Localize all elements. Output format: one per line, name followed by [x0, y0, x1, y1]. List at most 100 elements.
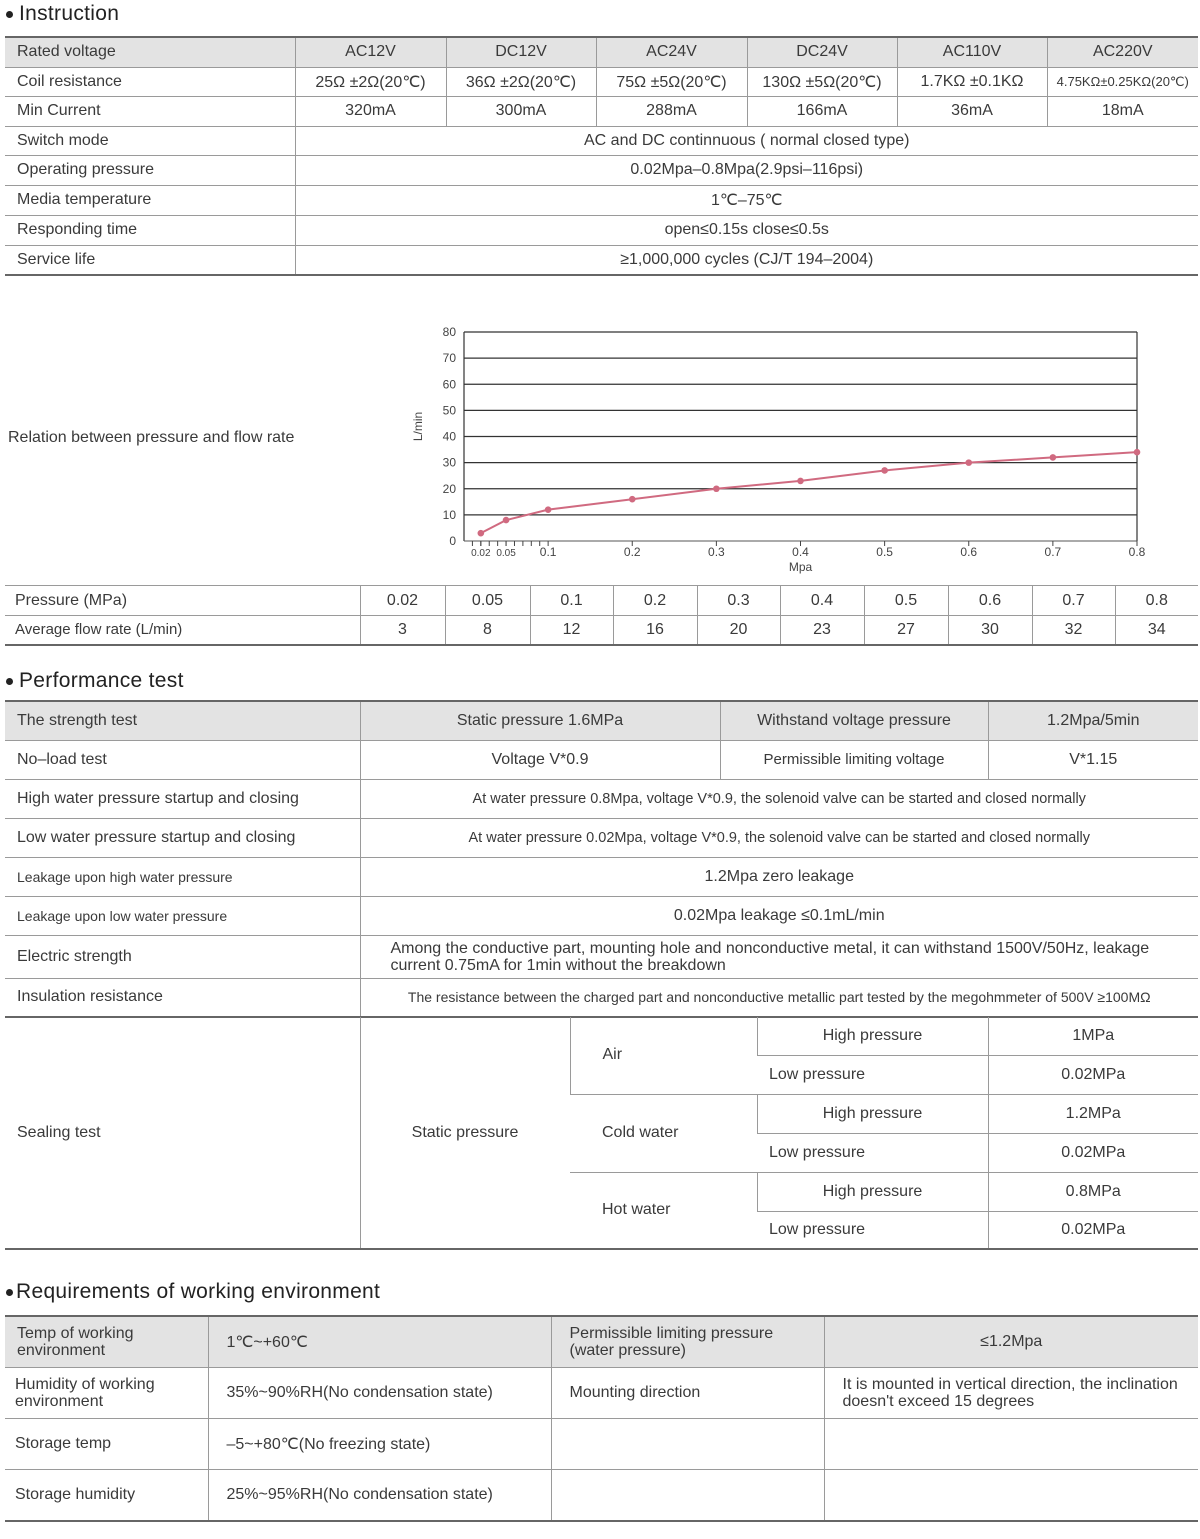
row-label: No–load test	[5, 740, 360, 780]
low-pressure-value: 0.02MPa	[987, 1055, 1198, 1095]
data-point	[797, 477, 804, 485]
medium-air: Air	[569, 1017, 757, 1095]
flow-cell: 34	[1114, 615, 1198, 646]
table-row: Operating pressure 0.02Mpa–0.8Mpa(2.9psi–…	[5, 155, 1198, 186]
y-tick-label: 10	[443, 508, 457, 522]
voltage-cell: AC24V	[595, 37, 747, 68]
high-pressure-value: 0.8MPa	[987, 1172, 1198, 1212]
voltage-cell: DC12V	[445, 37, 596, 68]
current-cell: 36mA	[896, 96, 1047, 127]
flow-cell: 8	[444, 615, 530, 646]
row-label: High water pressure startup and closing	[5, 779, 360, 819]
row-label: Pressure (MPa)	[5, 585, 360, 616]
row-value-2: ≤1.2Mpa	[823, 1316, 1198, 1368]
current-cell: 300mA	[445, 96, 596, 127]
section-title-environment: Requirements of working environment	[6, 1280, 380, 1304]
data-point	[1133, 448, 1141, 456]
pressure-cell: 0.6	[947, 585, 1032, 616]
flow-cell: 27	[863, 615, 948, 646]
row-label: Switch mode	[5, 126, 295, 156]
data-point	[628, 495, 636, 503]
sealing-row: Hot water High pressure 0.8MPa	[5, 1172, 1198, 1250]
table-row: Responding time open≤0.15s close≤0.5s	[5, 215, 1198, 246]
row-value-2	[823, 1469, 1198, 1522]
table-row: Storage temp –5~+80℃(No freezing state)	[5, 1418, 1198, 1470]
row-value: 25%~95%RH(No condensation state)	[207, 1469, 551, 1522]
row-value: 0.02Mpa leakage ≤0.1mL/min	[359, 896, 1198, 936]
table-row: Electric strength Among the conductive pa…	[5, 935, 1198, 979]
row-value: open≤0.15s close≤0.5s	[294, 215, 1198, 246]
pressure-cell: 0.5	[863, 585, 948, 616]
row-value: The resistance between the charged part …	[359, 978, 1198, 1018]
flow-cell: 30	[947, 615, 1032, 646]
high-pressure-label: High pressure	[756, 1094, 988, 1134]
current-cell: 166mA	[746, 96, 897, 127]
sealing-row: Low pressure 0.02MPa	[5, 1055, 1198, 1095]
table-row: Media temperature 1℃–75℃	[5, 185, 1198, 216]
flow-row: Average flow rate (L/min) 3 8 12 16 20 2…	[5, 615, 1198, 646]
row-label: Leakage upon high water pressure	[5, 857, 360, 897]
table-row: High water pressure startup and closing A…	[5, 779, 1198, 819]
y-axis-label: L/min	[411, 412, 425, 441]
row-label: Electric strength	[5, 935, 360, 979]
y-tick-label: 20	[443, 482, 457, 496]
pressure-cell: 0.2	[612, 585, 697, 616]
sealing-label: Sealing test	[5, 1017, 360, 1250]
data-point	[544, 506, 552, 513]
x-tick-label: 0.02	[471, 548, 491, 559]
sealing-row: Low pressure 0.02MPa	[5, 1133, 1198, 1173]
y-tick-label: 50	[443, 403, 457, 417]
bullet-icon	[6, 10, 13, 18]
pressure-cell: 0.3	[696, 585, 780, 616]
row-label: Temp of working environment	[5, 1316, 208, 1368]
x-tick-label: 0.05	[496, 548, 516, 559]
table-row: Insulation resistance The resistance betw…	[5, 978, 1198, 1018]
row-value-2	[823, 1418, 1198, 1470]
data-point	[502, 516, 510, 524]
y-tick-label: 40	[443, 430, 457, 444]
row-label: Leakage upon low water pressure	[5, 896, 360, 936]
coil-resistance-row: Coil resistance 25Ω ±2Ω(20℃) 36Ω ±2Ω(20℃…	[5, 67, 1198, 97]
medium-cold-water: Cold water	[570, 1094, 757, 1173]
flow-cell: 32	[1031, 615, 1115, 646]
row-label: The strength test	[5, 701, 360, 741]
coil-cell: 4.75KΩ±0.25KΩ(20℃)	[1046, 67, 1198, 97]
row-value: At water pressure 0.02Mpa, voltage V*0.9…	[359, 818, 1198, 858]
row-value: 1℃~+60℃	[207, 1316, 551, 1368]
current-cell: 288mA	[595, 96, 747, 127]
row-value-2: V*1.15	[987, 740, 1198, 780]
row-value: 35%~90%RH(No condensation state)	[207, 1367, 551, 1419]
x-tick-label: 0.6	[960, 545, 977, 559]
data-point	[881, 467, 888, 474]
table-row: Switch mode AC and DC continnuous ( norma…	[5, 126, 1198, 156]
current-cell: 18mA	[1046, 96, 1198, 127]
flow-cell: 20	[696, 615, 780, 646]
table-row: Low water pressure startup and closing At…	[5, 818, 1198, 858]
x-tick-label: 0.5	[876, 545, 893, 559]
current-cell: 320mA	[294, 96, 446, 127]
high-pressure-label: High pressure	[756, 1017, 988, 1056]
medium-hot-water: Hot water	[570, 1172, 757, 1250]
strength-test-row: The strength test Static pressure 1.6MPa…	[5, 701, 1198, 741]
row-value-2: It is mounted in vertical direction, the…	[823, 1367, 1198, 1419]
pressure-row: Pressure (MPa) 0.02 0.05 0.1 0.2 0.3 0.4…	[5, 585, 1198, 616]
voltage-cell: AC12V	[294, 37, 446, 68]
row-label-2: Permissible limiting pressure (water pre…	[550, 1316, 824, 1368]
performance-table: The strength test Static pressure 1.6MPa…	[5, 700, 1198, 1018]
row-label: Humidity of working environment	[5, 1367, 208, 1419]
section-title-instruction: Instruction	[6, 2, 119, 26]
voltage-cell: DC24V	[746, 37, 897, 68]
x-axis-label: Mpa	[789, 560, 813, 574]
voltage-cell: AC220V	[1046, 37, 1198, 68]
row-value: AC and DC continnuous ( normal closed ty…	[294, 126, 1198, 156]
flow-cell: 23	[779, 615, 864, 646]
row-label-2	[550, 1418, 824, 1470]
bullet-icon	[6, 677, 13, 685]
coil-cell: 130Ω ±5Ω(20℃)	[746, 67, 897, 97]
pressure-cell: 0.1	[529, 585, 613, 616]
sealing-type: Static pressure	[359, 1017, 570, 1250]
row-value: 1.2Mpa zero leakage	[359, 857, 1198, 897]
row-label: Responding time	[5, 215, 295, 246]
flow-cell: 16	[612, 615, 697, 646]
